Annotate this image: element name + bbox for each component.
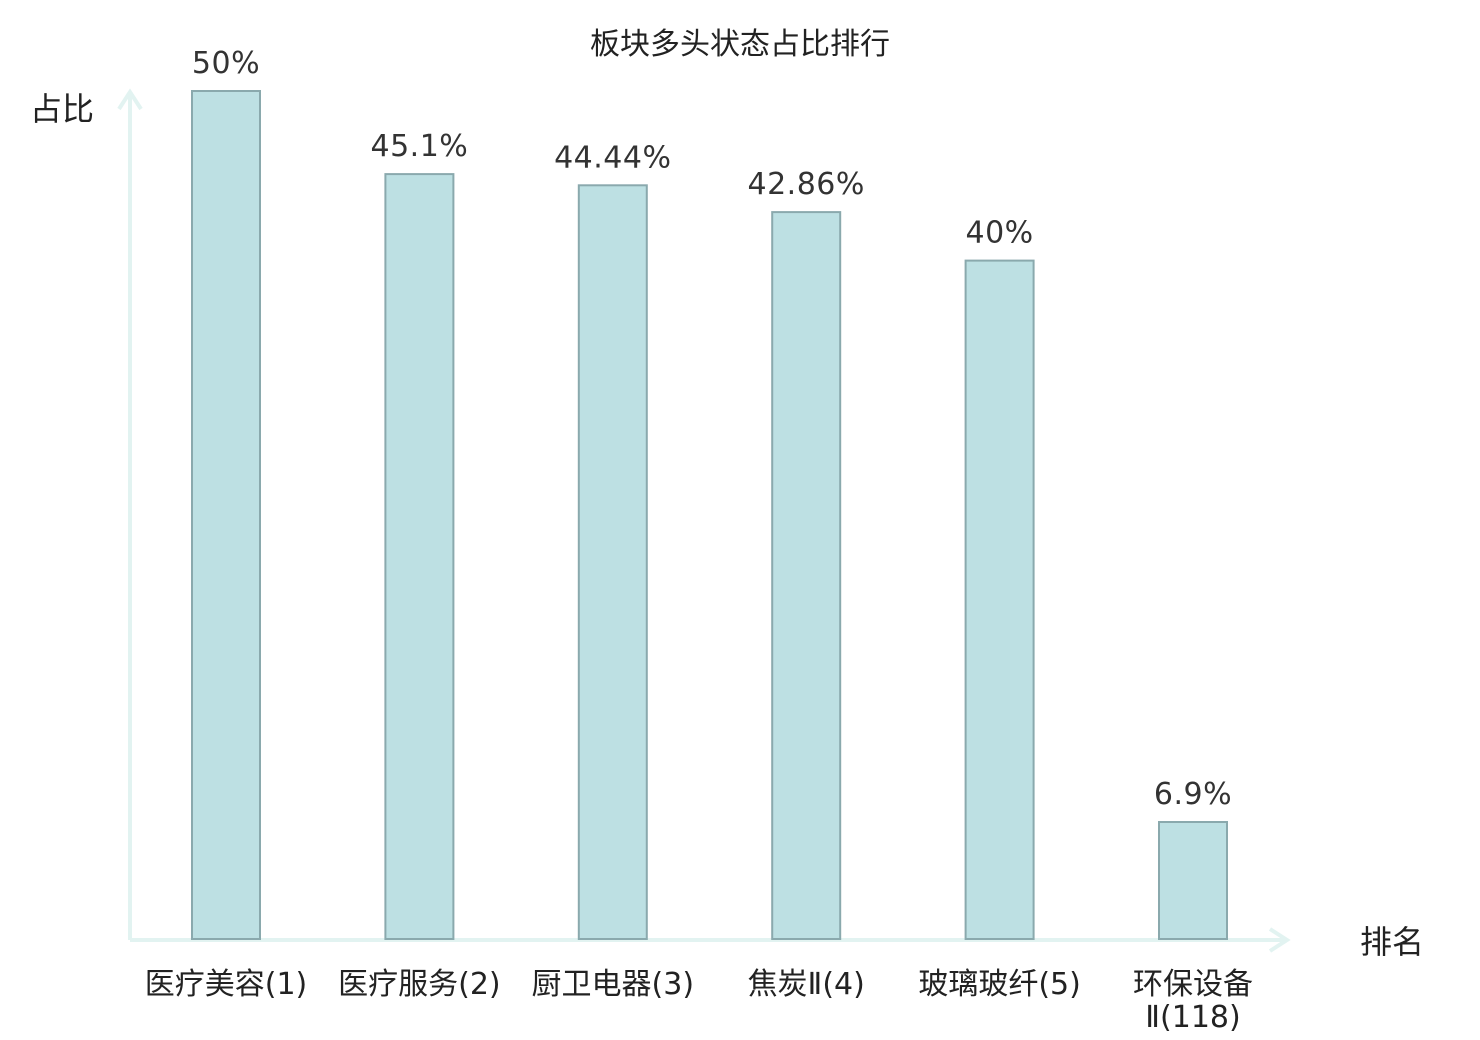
value-labels-group: 50% 45.1% 44.44% 42.86% 40% 6.9% xyxy=(192,46,1232,812)
x-tick-label-4-line-1: 焦炭Ⅱ(4) xyxy=(748,967,865,1002)
y-axis-arrow xyxy=(117,88,143,111)
x-tick-label-2-line-1: 医疗服务(2) xyxy=(338,967,501,1002)
value-label-2: 45.1% xyxy=(370,129,468,164)
x-axis-arrow xyxy=(1268,927,1291,953)
x-tick-label-6-line-1: 环保设备 xyxy=(1133,967,1253,1002)
bar-6 xyxy=(1158,821,1228,940)
chart-title: 板块多头状态占比排行 xyxy=(590,27,890,62)
bar-5 xyxy=(964,259,1035,941)
y-axis-label: 占比 xyxy=(30,90,94,128)
x-axis-label: 排名 xyxy=(1360,923,1424,961)
value-label-4: 42.86% xyxy=(748,167,865,202)
value-label-5: 40% xyxy=(966,216,1034,251)
x-tick-label-6-line-2: Ⅱ(118) xyxy=(1145,1000,1240,1035)
bar-3 xyxy=(577,184,648,941)
x-tick-label-3-line-1: 厨卫电器(3) xyxy=(532,967,695,1002)
value-label-3: 44.44% xyxy=(554,140,671,175)
x-tick-label-1-line-1: 医疗美容(1) xyxy=(145,967,308,1002)
x-tick-labels-group: 医疗美容(1) 医疗服务(2) 厨卫电器(3) 焦炭Ⅱ(4) 玻璃玻纤(5) 环保设备Ⅱ(… xyxy=(145,967,1253,1035)
value-label-6: 6.9% xyxy=(1154,777,1232,812)
value-label-1: 50% xyxy=(192,46,260,81)
bar-4 xyxy=(771,211,842,941)
x-tick-label-5-line-1: 玻璃玻纤(5) xyxy=(918,967,1081,1002)
bar-1 xyxy=(191,90,261,940)
bars-group xyxy=(191,90,1228,941)
bar-2 xyxy=(384,173,455,941)
